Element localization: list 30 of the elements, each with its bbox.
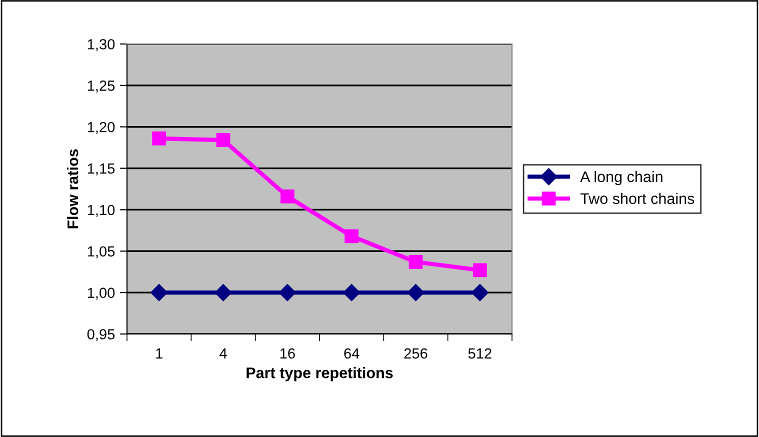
y-tick-label: 1,15 [88,164,115,176]
x-tick-label: 1 [156,348,162,358]
point [407,284,424,302]
point [214,284,232,302]
y-axis-title: Flow ratios [67,149,78,228]
y-tick-label: 1,05 [88,246,115,258]
point [150,284,168,302]
y-tick-label: 1,20 [88,122,115,134]
point [344,229,359,244]
y-tick-label: 1,25 [88,80,115,93]
x-tick-label: 256 [404,348,428,359]
point [278,284,296,302]
x-tick-label: 512 [468,348,492,359]
x-tick-label: 16 [280,348,295,359]
point [280,190,294,204]
y-tick-label: 1,00 [88,288,115,300]
point [471,284,488,302]
point [216,133,230,148]
point [472,263,487,278]
x-tick-label: 64 [344,348,360,359]
y-tick-label: 1,10 [88,204,115,217]
y-tick-label: 1,30 [88,39,115,52]
point [152,132,166,146]
legend-label: A long chain [580,170,662,186]
x-tick-label: 4 [220,348,227,358]
x-axis-title: Part type repetitions [246,367,393,382]
legend-label: Two short chains [580,192,694,204]
point [408,254,423,269]
point [343,284,360,302]
y-tick-label: 0,95 [87,329,115,342]
